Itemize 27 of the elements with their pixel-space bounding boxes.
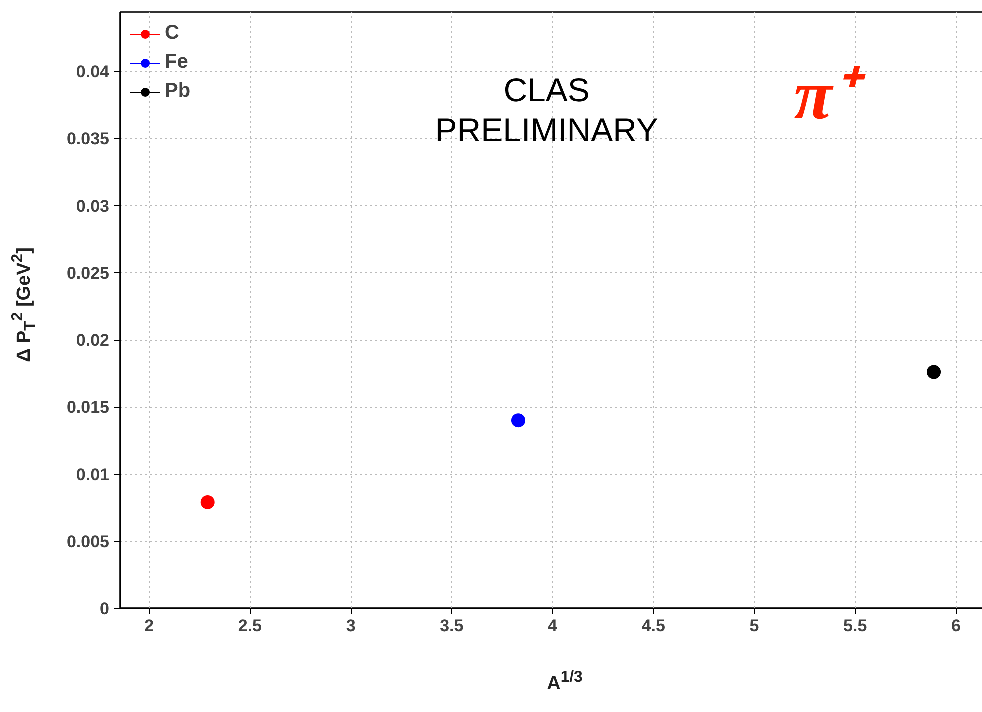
legend-label: Pb: [165, 80, 191, 103]
x-tick-label: 2: [144, 616, 154, 636]
y-tick-label: 0: [100, 600, 110, 618]
y-tick-label: 0.015: [66, 398, 110, 418]
x-tick-label: 3.5: [440, 616, 464, 636]
x-tick-label: 5.5: [844, 616, 868, 636]
annotation: CLAS PRELIMINARY: [435, 71, 658, 148]
legend-label: Fe: [165, 51, 188, 74]
y-tick-label: 0.02: [76, 331, 110, 350]
x-tick-label: 3: [346, 616, 356, 636]
point: [511, 414, 526, 428]
legend-label: C: [165, 22, 180, 45]
x-tick-label: 5: [750, 616, 760, 636]
y-tick-label: 0.04: [76, 62, 110, 82]
y-tick-label: 0.005: [66, 532, 110, 552]
x-tick-label: 2.5: [238, 616, 262, 636]
x-tick-label: 6: [951, 616, 961, 636]
y-tick-label: 0.035: [66, 130, 110, 149]
x-axis-title: A$^{1/3}$: [547, 668, 583, 696]
y-tick-label: 0.025: [66, 264, 110, 283]
point: [200, 495, 215, 510]
annotation: π⁺: [794, 57, 866, 134]
y-tick-label: 0.03: [76, 196, 110, 216]
x-tick-label: 4.5: [642, 616, 666, 636]
point: [927, 365, 942, 380]
y-tick-label: 0.01: [76, 465, 110, 484]
x-tick-label: 4: [548, 616, 558, 636]
